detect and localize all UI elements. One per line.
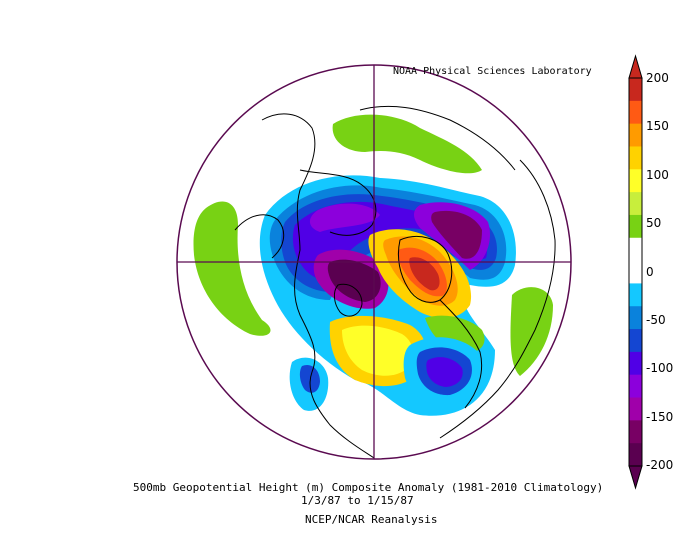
positive-anomaly-west-pacific bbox=[193, 201, 271, 336]
colorbar-segment bbox=[629, 443, 642, 467]
colorbar-tick-label: 100 bbox=[646, 167, 669, 182]
colorbar-segment bbox=[629, 192, 642, 216]
colorbar-tick-label: -50 bbox=[646, 312, 666, 327]
colorbar-max-arrow bbox=[628, 54, 643, 79]
coast-alaska bbox=[234, 214, 285, 259]
negative-anomaly-core-siberia-deep bbox=[431, 210, 482, 259]
colorbar-segment bbox=[629, 329, 642, 353]
coast-hudson-bay bbox=[333, 283, 363, 317]
coast-europe bbox=[439, 299, 483, 409]
negative-anomaly-core-canada-deep bbox=[327, 259, 381, 302]
anomaly-field bbox=[193, 114, 553, 416]
colorbar-segment bbox=[629, 214, 642, 239]
map-boundary-circle bbox=[176, 64, 572, 460]
coast-siberia bbox=[359, 105, 516, 171]
positive-anomaly-ridge-core bbox=[409, 257, 440, 291]
colorbar-segment bbox=[629, 169, 642, 193]
colorbar-tick-label: 200 bbox=[646, 71, 669, 85]
credit-label: NOAA Physical Sciences Laboratory bbox=[393, 66, 592, 77]
colorbar-tick-label: -200 bbox=[646, 458, 674, 472]
colorbar-segment bbox=[629, 351, 642, 376]
coast-north-america bbox=[261, 113, 375, 459]
negative-anomaly-atlantic-core bbox=[426, 357, 463, 387]
positive-anomaly-central-pacific bbox=[510, 287, 553, 376]
positive-anomaly-north-america-edge bbox=[425, 315, 485, 353]
colorbar-segment bbox=[629, 283, 642, 307]
colorbar-min-arrow bbox=[628, 465, 643, 490]
colorbar bbox=[628, 54, 643, 490]
colorbar-segment bbox=[629, 100, 642, 125]
map-title: 500mb Geopotential Height (m) Composite … bbox=[133, 481, 604, 494]
colorbar-tick-label: -150 bbox=[646, 409, 674, 424]
date-range: 1/3/87 to 1/15/87 bbox=[301, 494, 414, 507]
colorbar-tick-label: -100 bbox=[646, 361, 674, 376]
coastlines bbox=[234, 105, 556, 459]
positive-anomaly-north-america-inner bbox=[342, 325, 414, 376]
colorbar-tick-label: 0 bbox=[646, 264, 654, 279]
negative-anomaly-core-pole bbox=[309, 203, 380, 232]
colorbar-segment bbox=[629, 306, 642, 330]
colorbar-segment bbox=[629, 397, 642, 421]
colorbar-segment bbox=[629, 260, 642, 284]
colorbar-segment bbox=[629, 78, 642, 102]
data-source: NCEP/NCAR Reanalysis bbox=[305, 513, 438, 526]
colorbar-segment bbox=[629, 146, 642, 170]
colorbar-segment bbox=[629, 123, 642, 147]
colorbar-segment bbox=[629, 237, 642, 262]
colorbar-tick-label: 50 bbox=[646, 216, 662, 231]
colorbar-segment bbox=[629, 420, 642, 444]
grid-lines bbox=[177, 65, 571, 459]
colorbar-tick-label: 150 bbox=[646, 119, 669, 134]
positive-anomaly-north-atlantic bbox=[332, 114, 482, 174]
coast-eurasia bbox=[439, 159, 556, 439]
colorbar-segment bbox=[629, 374, 642, 399]
